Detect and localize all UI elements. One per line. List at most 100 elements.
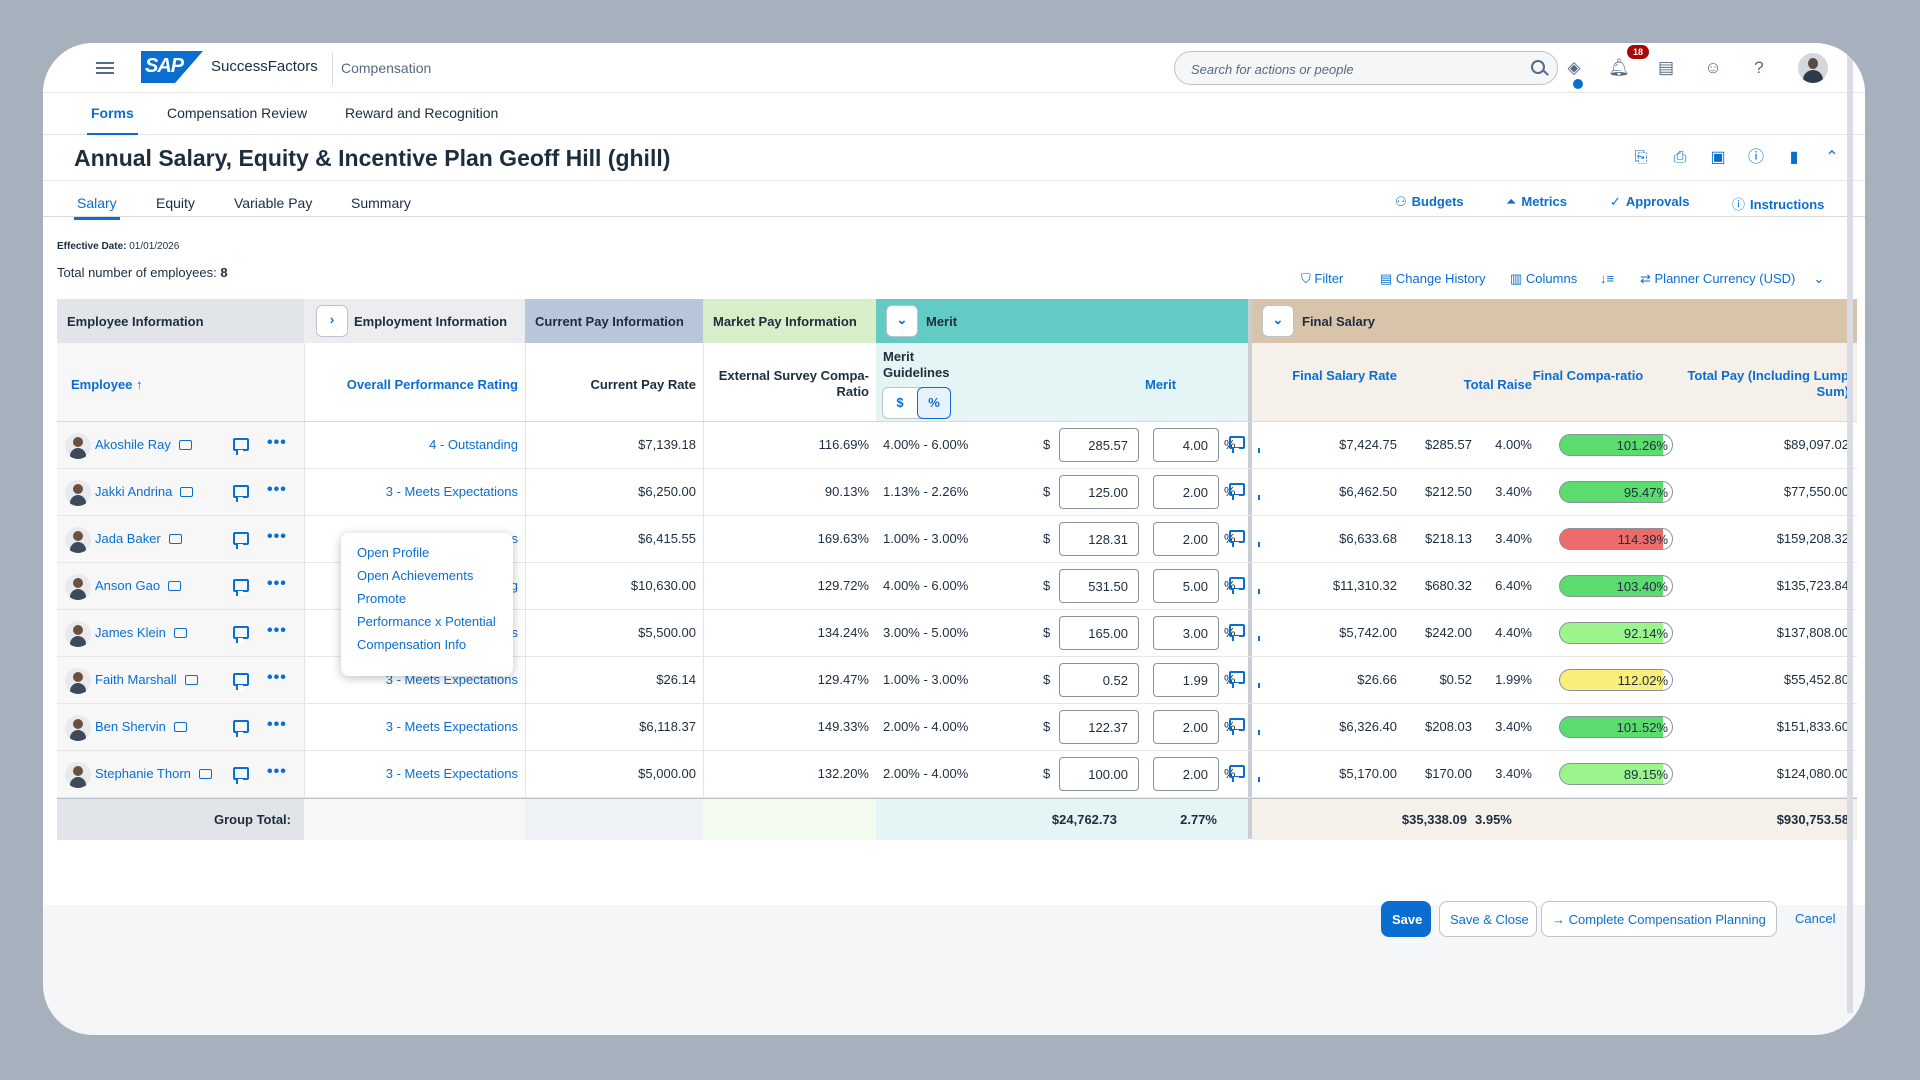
more-options-icon[interactable]: ••• — [267, 434, 287, 451]
performance-rating-link[interactable]: 3 - Meets Expectations — [385, 766, 518, 781]
menu-item-open-achievements[interactable]: Open Achievements — [357, 568, 474, 583]
columns-button[interactable]: ▥ Columns — [1510, 271, 1577, 287]
merit-percent-input[interactable]: 2.00 — [1153, 522, 1219, 556]
user-avatar[interactable] — [1798, 53, 1828, 83]
business-card-icon[interactable] — [198, 769, 212, 779]
merit-amount-input[interactable]: 0.52 — [1059, 663, 1139, 697]
collapse-chevron-down-icon[interactable]: ⌄ — [886, 305, 918, 337]
merit-percent-input[interactable]: 3.00 — [1153, 616, 1219, 650]
print-icon[interactable]: ⎙ — [1673, 149, 1687, 166]
merit-comment-icon[interactable] — [1229, 671, 1245, 688]
more-options-icon[interactable]: ••• — [267, 575, 287, 592]
comment-icon[interactable] — [233, 626, 249, 643]
employee-avatar[interactable] — [65, 527, 91, 553]
tab-variable-pay[interactable]: Variable Pay — [234, 195, 313, 211]
employee-avatar[interactable] — [65, 668, 91, 694]
budgets-button[interactable]: ⚇ Budgets — [1395, 194, 1464, 210]
tab-equity[interactable]: Equity — [156, 195, 195, 211]
feedback-icon[interactable]: ☺ — [1704, 58, 1722, 77]
employee-name-link[interactable]: Faith Marshall — [95, 672, 198, 687]
employee-avatar[interactable] — [65, 762, 91, 788]
employee-name-link[interactable]: Jakki Andrina — [95, 484, 194, 499]
comment-icon[interactable] — [233, 485, 249, 502]
merit-amount-input[interactable]: 285.57 — [1059, 428, 1139, 462]
col-final-compa-ratio[interactable]: Final Compa-ratio — [1532, 368, 1644, 383]
col-total-pay[interactable]: Total Pay (Including Lump Sum) — [1687, 368, 1849, 399]
menu-item-promote[interactable]: Promote — [357, 591, 407, 606]
currency-select[interactable]: ⇄ Planner Currency (USD) ⌄ — [1640, 271, 1824, 287]
sort-icon[interactable]: ↓≡ — [1600, 271, 1615, 286]
business-card-icon[interactable] — [173, 722, 187, 732]
business-card-icon[interactable] — [168, 534, 182, 544]
notifications-bell-icon[interactable]: 🔔︎ — [1608, 58, 1630, 77]
employee-avatar[interactable] — [65, 621, 91, 647]
business-card-icon[interactable] — [173, 628, 187, 638]
comment-icon[interactable] — [233, 673, 249, 690]
merit-comment-icon[interactable] — [1229, 530, 1245, 547]
merit-amount-input[interactable]: 122.37 — [1059, 710, 1139, 744]
business-card-icon[interactable] — [178, 440, 192, 450]
expand-chevron-right-icon[interactable]: › — [316, 305, 348, 337]
business-card-icon[interactable] — [168, 581, 182, 591]
merit-comment-icon[interactable] — [1229, 483, 1245, 500]
toggle-percent-button[interactable]: % — [917, 387, 951, 419]
col-performance-header[interactable]: Overall Performance Rating — [346, 377, 518, 392]
instructions-button[interactable]: ⓘ Instructions — [1732, 194, 1824, 213]
merit-percent-input[interactable]: 2.00 — [1153, 475, 1219, 509]
export-icon[interactable]: ⎘ — [1634, 149, 1648, 166]
more-options-icon[interactable]: ••• — [267, 622, 287, 639]
comment-icon[interactable] — [233, 720, 249, 737]
vertical-scrollbar[interactable] — [1847, 43, 1853, 1013]
hamburger-menu-icon[interactable] — [96, 59, 114, 77]
performance-rating-link[interactable]: 4 - Outstanding — [429, 437, 518, 452]
sap-logo[interactable]: SAP — [141, 51, 203, 83]
more-options-icon[interactable]: ••• — [267, 481, 287, 498]
save-button[interactable]: Save — [1381, 901, 1431, 937]
comment-icon[interactable] — [233, 532, 249, 549]
merit-percent-input[interactable]: 2.00 — [1153, 757, 1219, 791]
merit-amount-input[interactable]: 165.00 — [1059, 616, 1139, 650]
col-total-raise[interactable]: Total Raise — [1463, 377, 1532, 392]
business-card-icon[interactable] — [184, 675, 198, 685]
tab-salary[interactable]: Salary — [74, 195, 120, 220]
merit-percent-input[interactable]: 2.00 — [1153, 710, 1219, 744]
merit-comment-icon[interactable] — [1229, 765, 1245, 782]
merit-comment-icon[interactable] — [1229, 577, 1245, 594]
merit-amount-input[interactable]: 125.00 — [1059, 475, 1139, 509]
business-card-icon[interactable] — [180, 487, 194, 497]
employee-name-link[interactable]: Jada Baker — [95, 531, 182, 546]
more-options-icon[interactable]: ••• — [267, 763, 287, 780]
complete-planning-button[interactable]: → Complete Compensation Planning — [1541, 901, 1777, 937]
merit-comment-icon[interactable] — [1229, 624, 1245, 641]
col-employee-header[interactable]: Employee ↑ — [71, 377, 143, 397]
save-close-button[interactable]: Save & Close — [1439, 901, 1537, 937]
more-options-icon[interactable]: ••• — [267, 716, 287, 733]
merit-percent-input[interactable]: 1.99 — [1153, 663, 1219, 697]
merit-amount-input[interactable]: 531.50 — [1059, 569, 1139, 603]
merit-percent-input[interactable]: 4.00 — [1153, 428, 1219, 462]
employee-avatar[interactable] — [65, 433, 91, 459]
col-final-salary-rate[interactable]: Final Salary Rate — [1292, 368, 1397, 383]
menu-item-compensation-info[interactable]: Compensation Info — [357, 637, 467, 652]
merit-percent-input[interactable]: 5.00 — [1153, 569, 1219, 603]
employee-name-link[interactable]: James Klein — [95, 625, 187, 640]
merit-amount-input[interactable]: 100.00 — [1059, 757, 1139, 791]
metrics-button[interactable]: ⏶ Metrics — [1506, 194, 1567, 210]
merit-comment-icon[interactable] — [1229, 718, 1245, 735]
approvals-button[interactable]: ✓ Approvals — [1610, 194, 1689, 210]
save-icon[interactable]: ▣ — [1710, 149, 1726, 166]
employee-name-link[interactable]: Anson Gao — [95, 578, 182, 593]
employee-name-link[interactable]: Akoshile Ray — [95, 437, 192, 452]
comment-icon[interactable] — [233, 767, 249, 784]
collapse-chevron-down-icon[interactable]: ⌄ — [1262, 305, 1294, 337]
learning-icon[interactable]: ▤ — [1657, 58, 1675, 77]
menu-item-performance-potential[interactable]: Performance x Potential — [357, 614, 496, 629]
change-history-button[interactable]: ▤ Change History — [1380, 271, 1486, 287]
employee-name-link[interactable]: Stephanie Thorn — [95, 766, 212, 781]
joule-assistant-icon[interactable]: ◈ — [1567, 58, 1581, 77]
collapse-header-icon[interactable]: ⌃ — [1825, 149, 1839, 166]
employee-avatar[interactable] — [65, 480, 91, 506]
info-icon[interactable]: ⓘ — [1747, 149, 1764, 166]
chart-icon[interactable]: ▮ — [1789, 149, 1799, 166]
more-options-icon[interactable]: ••• — [267, 669, 287, 686]
